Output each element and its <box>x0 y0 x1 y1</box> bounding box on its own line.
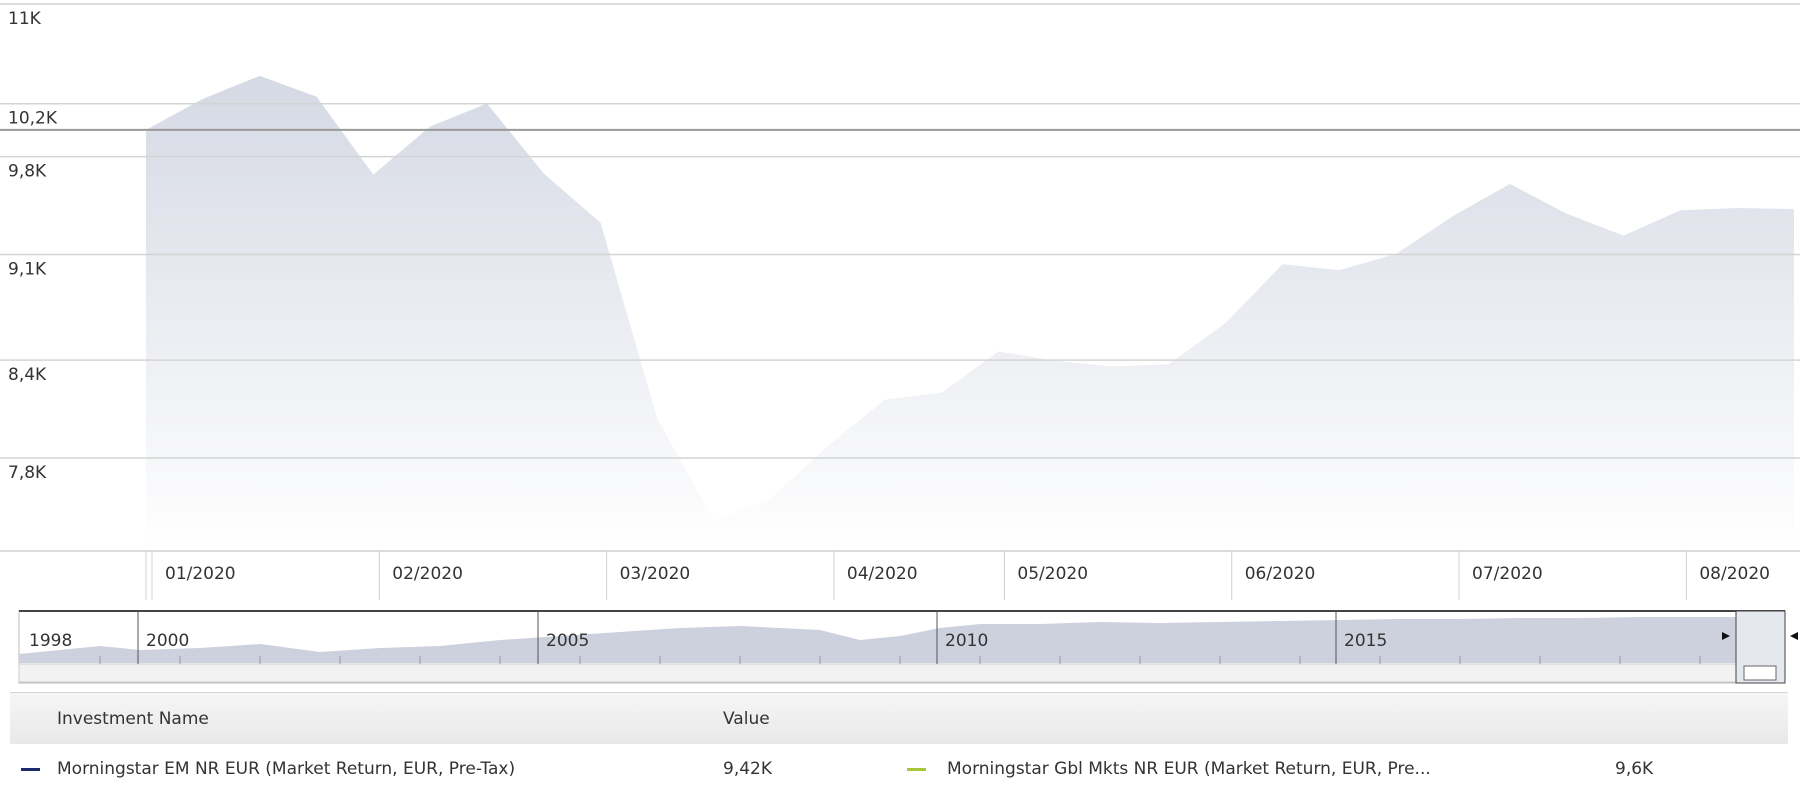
header-cell: Investment Name <box>57 709 209 729</box>
y-tick-label: 11K <box>8 9 42 29</box>
x-tick-label: 02/2020 <box>392 564 463 584</box>
legend-name: Morningstar Gbl Mkts NR EUR (Market Retu… <box>947 759 1431 779</box>
x-tick-label: 01/2020 <box>165 564 236 584</box>
y-tick-label: 8,4K <box>8 365 47 385</box>
legend-swatch <box>907 768 926 771</box>
x-tick-label: 04/2020 <box>847 564 918 584</box>
header-cell: Value <box>723 709 770 729</box>
x-tick-label: 07/2020 <box>1472 564 1543 584</box>
legend-value: 9,6K <box>1615 759 1654 779</box>
y-tick-label: 9,1K <box>8 259 47 279</box>
x-tick-label: 05/2020 <box>1017 564 1088 584</box>
handle-arrow[interactable] <box>1722 632 1730 640</box>
area <box>146 75 1794 551</box>
legend-table: Investment Name Value Morningstar EM NR … <box>10 692 1788 800</box>
x-tick-label: 03/2020 <box>620 564 691 584</box>
legend-value: 9,42K <box>723 759 772 779</box>
navigator-label: 2005 <box>546 631 589 651</box>
x-tick-label: 06/2020 <box>1245 564 1316 584</box>
scroll-grip[interactable] <box>1743 665 1777 681</box>
plot-layer: 11K 10,2K 9,8K 9,1K 8,4K 7,8K 01/2020 02/2020 03… <box>0 3 1800 600</box>
table-row: Morningstar EM NR EUR (Market Return, EU… <box>10 744 1788 800</box>
y-tick-label: 9,8K <box>8 162 47 182</box>
navigator: 1998 2000 2005 2010 2015 <box>18 610 1798 684</box>
table-header: Investment Name Value <box>10 692 1788 745</box>
navigator-label: 2000 <box>146 631 189 651</box>
navigator-area <box>19 617 1736 663</box>
x-tick-label: 08/2020 <box>1699 564 1770 584</box>
navigator-label: 1998 <box>29 631 72 651</box>
y-tick-label: 10,2K <box>8 109 58 129</box>
navigator-label: 2010 <box>945 631 988 651</box>
y-tick-label: 7,8K <box>8 463 47 483</box>
legend-name: Morningstar EM NR EUR (Market Return, EU… <box>57 759 516 779</box>
legend-swatch <box>21 768 40 771</box>
navigator-label: 2015 <box>1344 631 1387 651</box>
chart: 11K 10,2K 9,8K 9,1K 8,4K 7,8K 01/2020 02/2020 03… <box>0 3 1800 684</box>
scrollbar[interactable] <box>18 663 1737 683</box>
handle-arrow[interactable] <box>1790 632 1798 640</box>
